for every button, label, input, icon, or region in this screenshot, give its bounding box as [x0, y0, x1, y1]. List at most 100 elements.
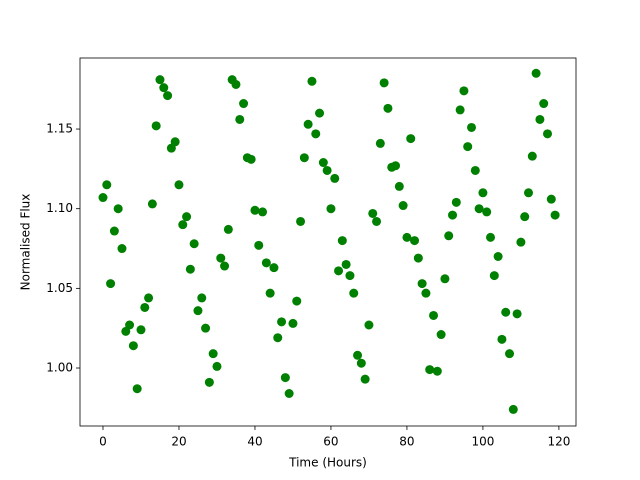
point: [512, 309, 522, 319]
point: [524, 188, 534, 198]
point: [413, 253, 423, 263]
point: [326, 204, 336, 214]
point: [425, 365, 435, 375]
plot-frame: [79, 57, 577, 427]
point: [216, 253, 226, 263]
point: [527, 151, 537, 161]
x-tick-label: 100: [471, 435, 494, 449]
point: [220, 261, 230, 271]
point: [185, 264, 195, 274]
point: [258, 207, 268, 217]
point: [178, 220, 188, 230]
point: [375, 138, 385, 148]
point: [307, 76, 317, 86]
point: [410, 236, 420, 246]
point: [341, 259, 351, 269]
point: [288, 318, 298, 328]
point: [531, 68, 541, 78]
point: [467, 122, 477, 132]
point: [189, 239, 199, 249]
point: [459, 86, 469, 96]
point: [493, 251, 503, 261]
point: [505, 349, 515, 359]
point: [140, 302, 150, 312]
y-tick-label: 1.05: [46, 281, 73, 295]
point: [151, 121, 161, 131]
point: [147, 199, 157, 209]
point: [356, 358, 366, 368]
y-tick-label: 1.10: [46, 201, 73, 215]
point: [337, 236, 347, 246]
point: [383, 103, 393, 113]
point: [254, 240, 264, 250]
point: [128, 341, 138, 351]
point: [265, 288, 275, 298]
point: [482, 207, 492, 217]
point: [182, 212, 192, 222]
point: [299, 153, 309, 163]
point: [516, 237, 526, 247]
point: [144, 293, 154, 303]
point: [364, 320, 374, 330]
point: [246, 154, 256, 164]
point: [292, 296, 302, 306]
point: [231, 79, 241, 89]
point: [470, 165, 480, 175]
point: [440, 274, 450, 284]
point: [239, 99, 249, 109]
point: [353, 350, 363, 360]
point: [261, 258, 271, 268]
point: [360, 374, 370, 384]
point: [277, 317, 287, 327]
point: [273, 333, 283, 343]
point: [109, 226, 119, 236]
point: [539, 99, 549, 109]
point: [444, 231, 454, 241]
point: [155, 75, 165, 85]
point: [432, 366, 442, 376]
point: [201, 323, 211, 333]
point: [520, 212, 530, 222]
point: [543, 129, 553, 139]
point: [296, 216, 306, 226]
y-tick-label: 1.00: [46, 361, 73, 375]
point: [379, 78, 389, 88]
point: [398, 201, 408, 211]
point: [406, 134, 416, 144]
y-axis-label: Normalised Flux: [19, 194, 33, 291]
point: [368, 208, 378, 218]
point: [489, 271, 499, 281]
point: [546, 194, 556, 204]
x-tick-label: 120: [547, 435, 570, 449]
point: [429, 310, 439, 320]
point: [174, 180, 184, 190]
point: [197, 293, 207, 303]
point: [334, 266, 344, 276]
point: [208, 349, 218, 359]
point: [136, 325, 146, 335]
point: [463, 142, 473, 152]
point: [98, 193, 108, 203]
point: [284, 389, 294, 399]
point: [421, 288, 431, 298]
point: [394, 181, 404, 191]
y-tick-label: 1.15: [46, 122, 73, 136]
x-tick-label: 60: [323, 435, 338, 449]
x-axis-label: Time (Hours): [288, 456, 367, 470]
point: [280, 373, 290, 383]
point: [269, 263, 279, 273]
x-tick-label: 20: [171, 435, 186, 449]
point: [318, 158, 328, 168]
point: [474, 204, 484, 214]
point: [455, 105, 465, 115]
point: [436, 330, 446, 340]
point: [311, 129, 321, 139]
point: [303, 119, 313, 129]
point: [106, 279, 116, 289]
point: [322, 165, 332, 175]
point: [486, 232, 496, 242]
point: [170, 137, 180, 147]
point: [372, 216, 382, 226]
